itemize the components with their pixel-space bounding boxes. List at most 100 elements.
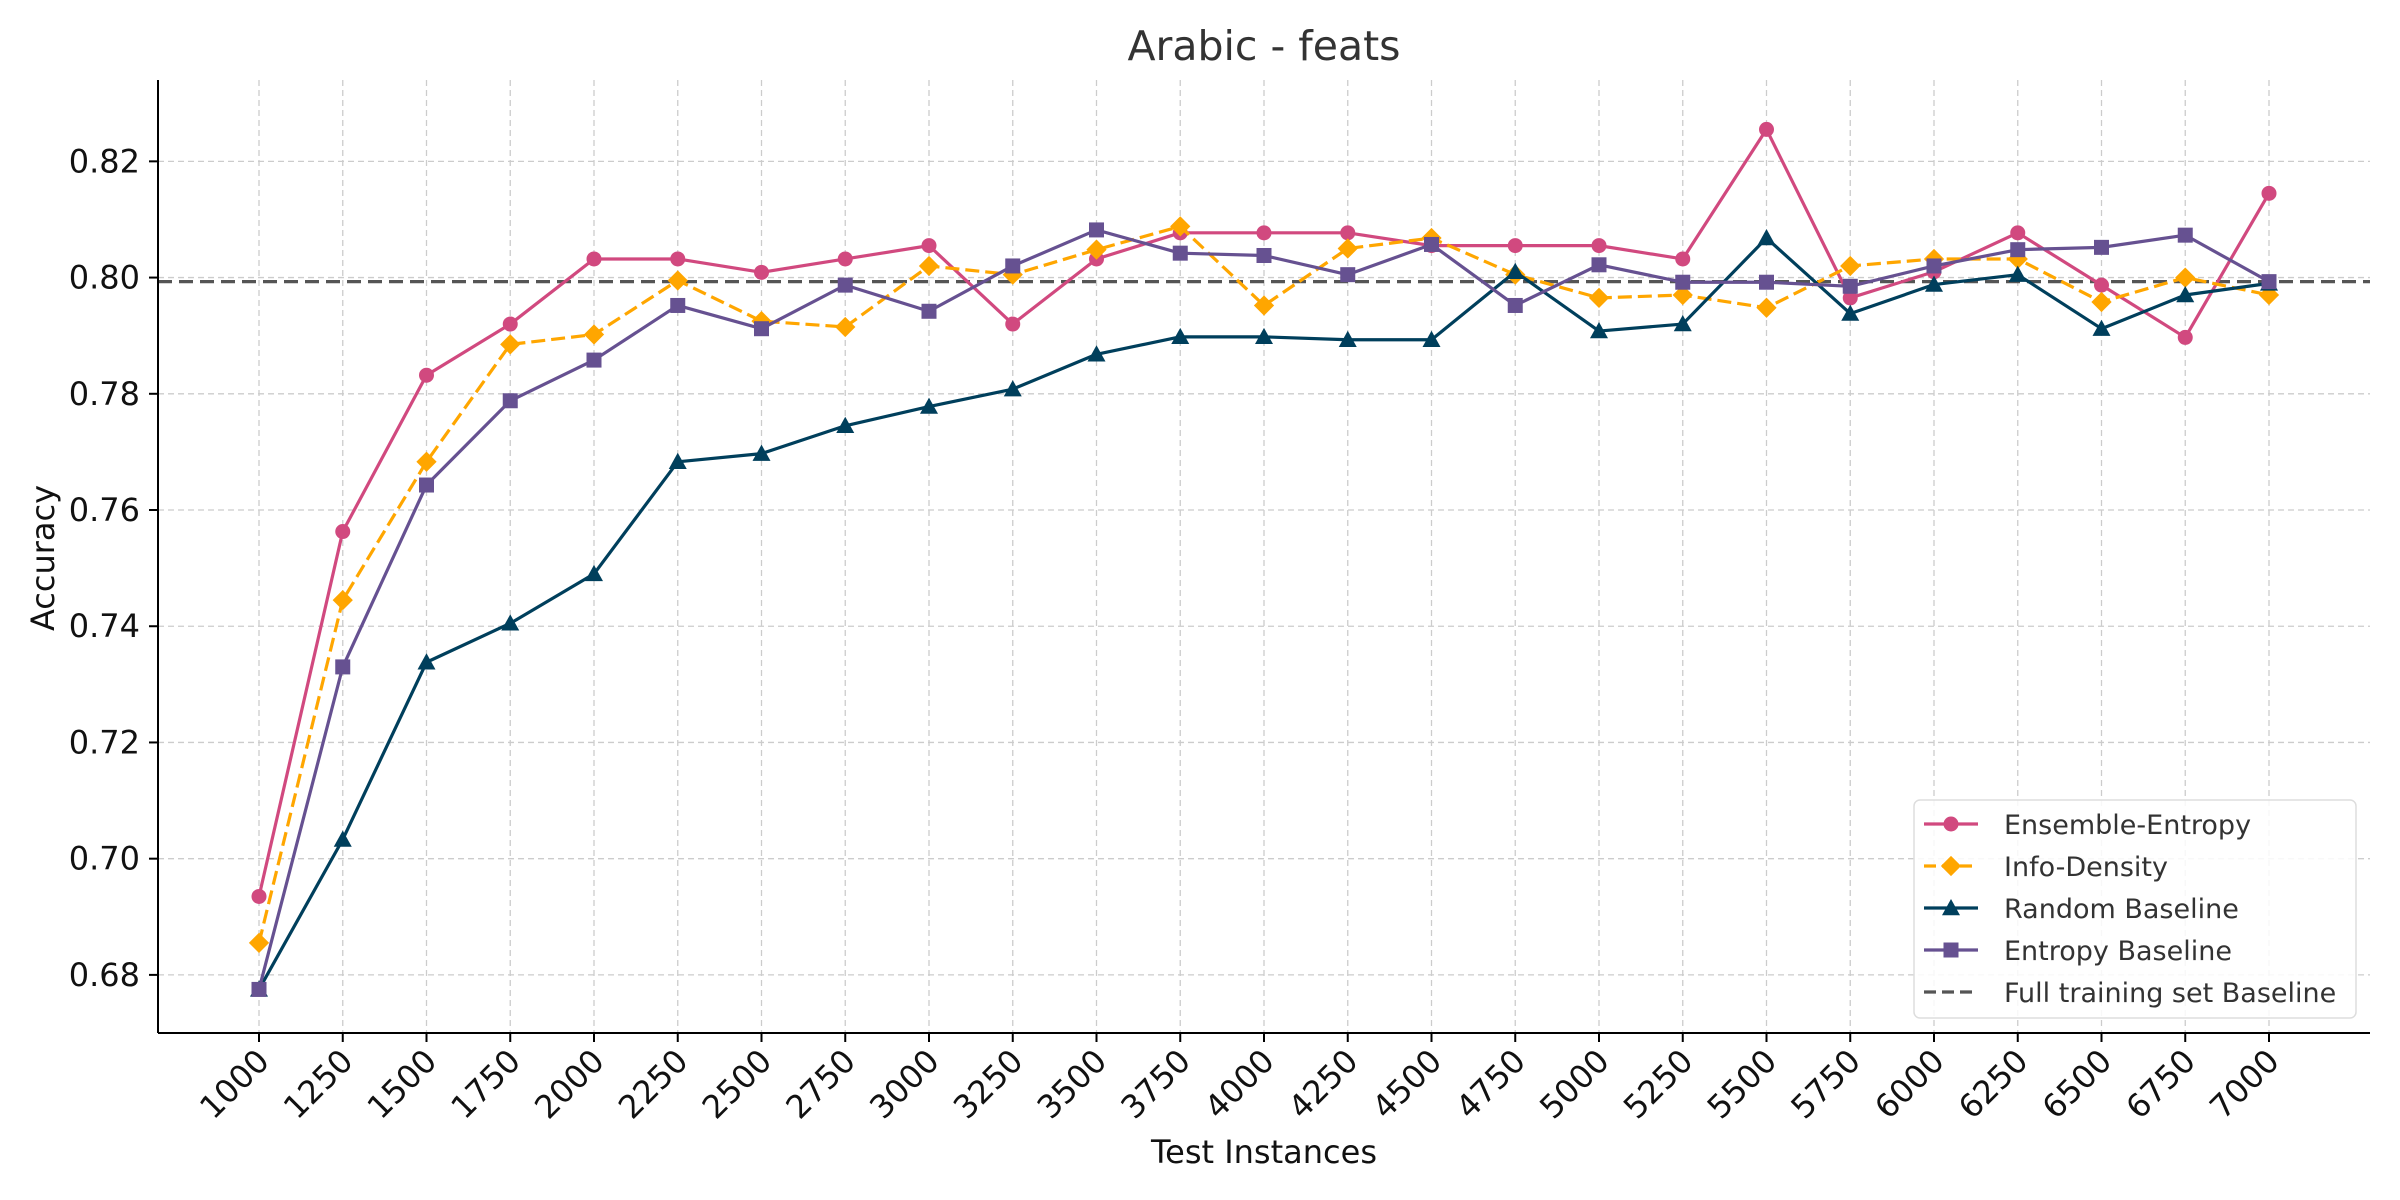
data-point — [1591, 257, 1607, 273]
data-point — [1256, 225, 1272, 241]
x-tick-label: 2500 — [695, 1042, 779, 1126]
data-point — [752, 444, 771, 461]
data-point — [670, 297, 686, 313]
legend-item: Ensemble-Entropy — [1924, 810, 2251, 841]
x-tick-label: 3250 — [946, 1042, 1030, 1126]
x-tick-label: 6000 — [1867, 1042, 1951, 1126]
legend-item: Full training set Baseline — [1924, 978, 2336, 1009]
x-tick-label: 6750 — [2118, 1042, 2202, 1126]
legend-item: Info-Density — [1924, 852, 2168, 883]
data-point — [502, 393, 518, 409]
data-point — [1253, 295, 1275, 316]
data-point — [1171, 327, 1190, 345]
data-point — [1005, 258, 1021, 274]
x-tick-label: 2250 — [611, 1042, 695, 1126]
data-point — [837, 251, 853, 267]
x-tick-label: 5500 — [1700, 1042, 1784, 1126]
data-point — [2175, 267, 2196, 288]
series-layer — [248, 121, 2280, 997]
data-point — [1507, 238, 1523, 254]
data-point — [248, 932, 270, 954]
data-point — [1424, 236, 1439, 252]
data-point — [1759, 274, 1774, 290]
y-tick-label: 0.82 — [69, 142, 140, 180]
data-point — [2094, 239, 2109, 255]
data-point — [1170, 216, 1191, 237]
data-point — [837, 277, 853, 293]
legend-label: Full training set Baseline — [2004, 978, 2336, 1009]
x-tick-label: 4750 — [1448, 1042, 1532, 1126]
y-axis-label: Accuracy — [24, 485, 62, 631]
data-point — [2010, 242, 2026, 258]
data-point — [918, 255, 940, 277]
data-point — [668, 452, 687, 469]
data-point — [1756, 297, 1777, 318]
data-point — [2094, 277, 2109, 293]
data-point — [1172, 245, 1188, 261]
legend-marker — [1943, 816, 1959, 832]
data-point — [1591, 238, 1607, 254]
x-tick-label: 4250 — [1281, 1042, 1365, 1126]
y-tick-label: 0.72 — [69, 723, 140, 761]
data-point — [921, 238, 937, 254]
data-point — [2008, 265, 2027, 282]
x-tick-label: 1250 — [276, 1042, 360, 1126]
data-point — [1842, 278, 1858, 294]
data-point — [417, 653, 436, 670]
data-point — [1422, 330, 1441, 347]
y-tick-label: 0.70 — [69, 840, 140, 878]
data-point — [502, 316, 518, 332]
x-tick-label: 3000 — [862, 1042, 946, 1126]
data-point — [419, 477, 434, 493]
legend-label: Info-Density — [2004, 852, 2168, 883]
data-point — [1757, 229, 1776, 246]
data-point — [1089, 222, 1104, 238]
data-point — [335, 524, 351, 540]
data-point — [1841, 304, 1860, 321]
y-tick-label: 0.78 — [69, 375, 140, 413]
x-tick-label: 6250 — [1951, 1042, 2035, 1126]
data-point — [1005, 316, 1021, 332]
data-point — [835, 316, 856, 338]
data-point — [754, 264, 769, 280]
x-tick-label: 6500 — [2035, 1042, 2119, 1126]
x-tick-label: 5750 — [1783, 1042, 1867, 1126]
data-point — [586, 352, 602, 368]
x-tick-label: 4000 — [1197, 1042, 1281, 1126]
data-point — [2261, 185, 2277, 201]
series-entropy-baseline — [251, 222, 2277, 997]
data-point — [670, 251, 686, 267]
data-point — [2092, 319, 2111, 336]
data-point — [2177, 227, 2193, 243]
legend-label: Random Baseline — [2004, 894, 2239, 925]
data-point — [1675, 274, 1691, 290]
data-point — [251, 888, 267, 904]
legend: Ensemble-Entropy Info-Density Random Basel… — [1913, 799, 2357, 1019]
x-tick-label: 4500 — [1365, 1042, 1449, 1126]
x-tick-label: 2750 — [778, 1042, 862, 1126]
x-tick-label: 1000 — [192, 1042, 276, 1126]
data-point — [1087, 345, 1106, 362]
data-point — [333, 830, 352, 847]
data-point — [1590, 322, 1608, 339]
data-point — [1340, 225, 1356, 241]
data-point — [1340, 267, 1356, 283]
data-point — [332, 589, 353, 611]
legend-box — [1913, 799, 2357, 1019]
data-point — [1588, 287, 1610, 309]
legend-item: Random Baseline — [1924, 894, 2239, 925]
data-point — [1337, 238, 1358, 259]
data-point — [2091, 291, 2112, 313]
data-point — [2010, 225, 2026, 241]
data-point — [583, 324, 605, 345]
data-point — [1673, 315, 1692, 332]
x-tick-label: 5000 — [1532, 1042, 1616, 1126]
data-point — [754, 321, 769, 337]
legend-marker — [1943, 942, 1959, 958]
x-tick-label: 3750 — [1113, 1042, 1197, 1126]
data-point — [836, 416, 855, 433]
x-tick-label: 2000 — [527, 1042, 611, 1126]
data-point — [1842, 290, 1858, 306]
data-point — [1672, 284, 1693, 306]
